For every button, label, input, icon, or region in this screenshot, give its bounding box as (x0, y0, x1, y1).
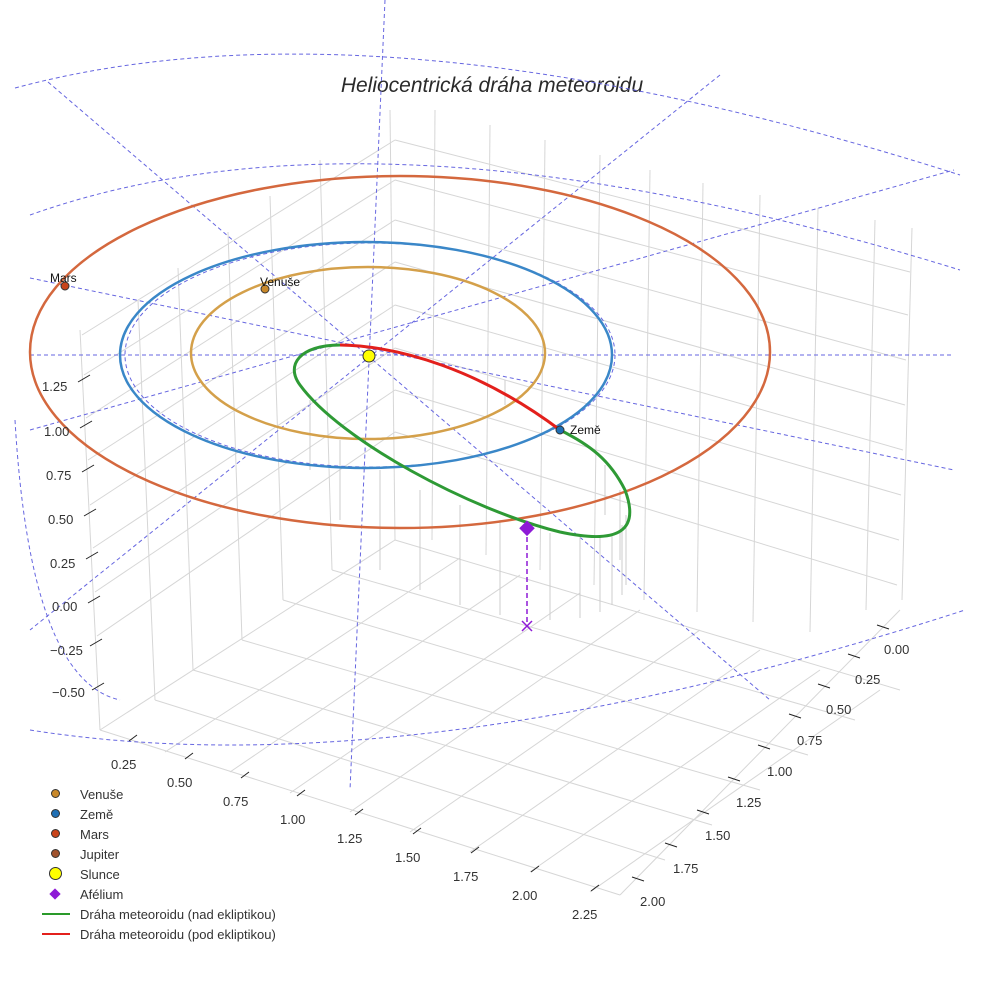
sun-marker[interactable] (362, 349, 376, 363)
legend-item-orbit-below[interactable]: Dráha meteoroidu (pod ekliptikou) (38, 924, 276, 944)
earth-marker[interactable] (555, 425, 565, 435)
svg-text:1.75: 1.75 (453, 869, 478, 884)
y-axis (631, 624, 890, 882)
svg-text:1.25: 1.25 (736, 795, 761, 810)
earth-orbit (118, 240, 614, 470)
svg-text:2.00: 2.00 (512, 888, 537, 903)
legend-item-sun[interactable]: Slunce (38, 864, 276, 884)
svg-text:0.00: 0.00 (52, 599, 77, 614)
legend: Venuše Země Mars Jupiter Slunce Afélium … (38, 784, 276, 944)
y-axis-labels: 0.00 0.25 0.50 0.75 1.00 1.25 1.50 1.75 … (640, 642, 909, 909)
mars-orbit (28, 174, 772, 530)
chart-title: Heliocentrická dráha meteoroidu (340, 74, 644, 97)
z-axis-labels: 1.25 1.00 0.75 0.50 0.25 0.00 −0.25 −0.5… (42, 379, 85, 700)
svg-text:−0.25: −0.25 (50, 643, 83, 658)
svg-text:0.50: 0.50 (826, 702, 851, 717)
legend-item-jupiter[interactable]: Jupiter (38, 844, 276, 864)
svg-text:1.00: 1.00 (767, 764, 792, 779)
z-axis (77, 374, 105, 691)
svg-text:2.00: 2.00 (640, 894, 665, 909)
svg-text:0.75: 0.75 (223, 794, 248, 809)
sun-dot-icon (49, 867, 62, 880)
aphelion-projection-icon (521, 620, 533, 632)
svg-text:1.00: 1.00 (44, 424, 69, 439)
svg-text:0.75: 0.75 (797, 733, 822, 748)
jupiter-dot-icon (51, 849, 60, 858)
svg-text:0.50: 0.50 (167, 775, 192, 790)
svg-text:0.75: 0.75 (46, 468, 71, 483)
diamond-icon (49, 888, 61, 900)
svg-text:1.75: 1.75 (673, 861, 698, 876)
svg-text:0.25: 0.25 (855, 672, 880, 687)
svg-text:−0.50: −0.50 (52, 685, 85, 700)
red-line-icon (42, 933, 70, 935)
svg-text:1.25: 1.25 (42, 379, 67, 394)
venus-marker[interactable] (260, 284, 270, 294)
mars-label: Mars (50, 271, 77, 285)
legend-item-venus[interactable]: Venuše (38, 784, 276, 804)
aphelion-marker[interactable] (519, 520, 535, 537)
x-axis (128, 734, 600, 892)
legend-item-aphelion[interactable]: Afélium (38, 884, 276, 904)
x-axis-labels: 0.25 0.50 0.75 1.00 1.25 1.50 1.75 2.00 … (111, 757, 597, 922)
legend-item-orbit-above[interactable]: Dráha meteoroidu (nad ekliptikou) (38, 904, 276, 924)
legend-item-earth[interactable]: Země (38, 804, 276, 824)
venus-dot-icon (51, 789, 60, 798)
svg-text:0.00: 0.00 (884, 642, 909, 657)
mars-marker[interactable] (60, 281, 70, 291)
svg-text:1.25: 1.25 (337, 831, 362, 846)
svg-text:2.25: 2.25 (572, 907, 597, 922)
svg-text:1.50: 1.50 (395, 850, 420, 865)
svg-text:0.25: 0.25 (111, 757, 136, 772)
green-line-icon (42, 913, 70, 915)
venus-label: Venuše (260, 275, 300, 289)
svg-text:1.00: 1.00 (280, 812, 305, 827)
svg-text:1.50: 1.50 (705, 828, 730, 843)
earth-label: Země (570, 423, 601, 437)
meteoroid-orbit-below (339, 343, 561, 432)
svg-text:0.50: 0.50 (48, 512, 73, 527)
svg-text:0.25: 0.25 (50, 556, 75, 571)
mars-dot-icon (51, 829, 60, 838)
ecliptic-grid (14, 0, 966, 791)
legend-item-mars[interactable]: Mars (38, 824, 276, 844)
venus-orbit (189, 265, 547, 441)
earth-dot-icon (51, 809, 60, 818)
